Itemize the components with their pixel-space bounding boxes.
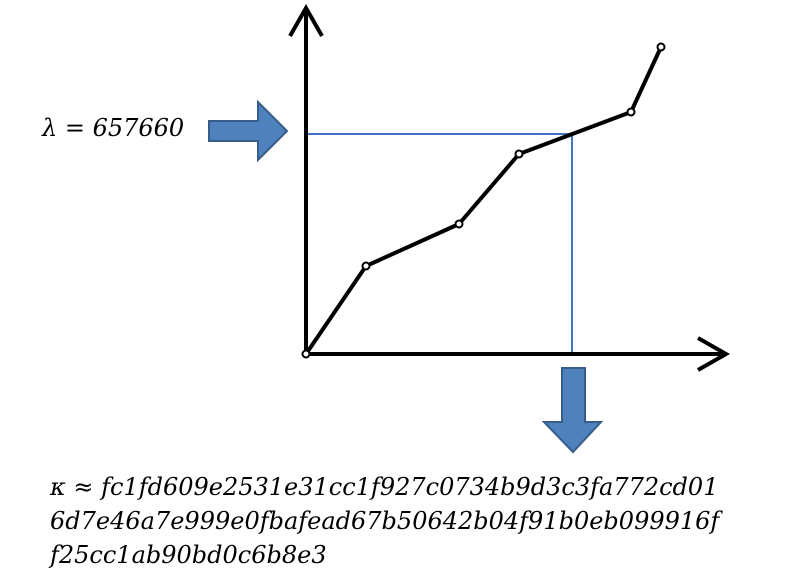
curve-points	[301, 42, 666, 359]
cumulative-curve	[304, 46, 663, 356]
curve-point	[361, 261, 371, 271]
curve-point	[454, 219, 464, 229]
curve-point	[514, 149, 524, 159]
curve-point	[626, 107, 636, 117]
x-axis-arrowhead	[697, 336, 731, 372]
kappa-line-1: κ ≈ fc1fd609e2531e31cc1f927c0734b9d3c3fa…	[50, 473, 719, 501]
curve-point	[301, 349, 311, 359]
kappa-line-3: f25cc1ab90bd0c6b8e3	[50, 541, 327, 569]
down-block-arrow	[541, 367, 604, 454]
right-block-arrow	[208, 99, 289, 163]
lambda-label: λ = 657660	[42, 114, 185, 142]
y-axis-arrowhead	[288, 3, 324, 37]
kappa-line-2: 6d7e46a7e999e0fbafead67b50642b04f91b0eb0…	[50, 507, 720, 535]
kappa-formula: κ ≈ fc1fd609e2531e31cc1f927c0734b9d3c3fa…	[50, 470, 800, 572]
curve-point	[656, 42, 666, 52]
